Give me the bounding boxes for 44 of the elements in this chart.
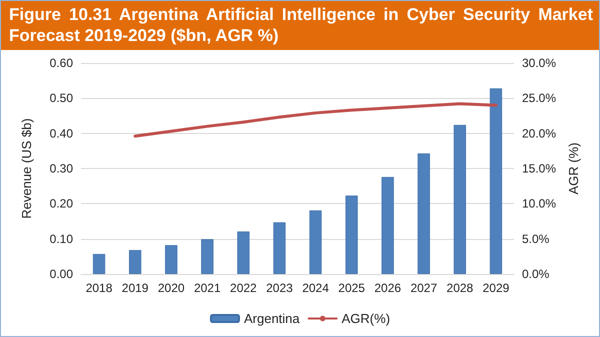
- y-tick-label: 0.20: [50, 196, 74, 211]
- x-tick-label: 2022: [230, 281, 258, 295]
- x-tick-label: 2027: [410, 281, 438, 295]
- y-tick-label: 0.30: [50, 162, 74, 176]
- x-tick-label: 2024: [302, 281, 330, 295]
- y-tick-label: 0.00: [50, 267, 74, 281]
- y2-tick-label: 10.0%: [522, 196, 556, 211]
- y2-tick-label: 20.0%: [522, 126, 556, 140]
- y-tick-label: 0.50: [50, 91, 74, 106]
- bar: [454, 124, 466, 274]
- bar: [201, 239, 214, 274]
- bar: [309, 210, 322, 274]
- x-tick-label: 2020: [158, 281, 185, 295]
- x-tick-label: 2029: [482, 281, 510, 295]
- y2-tick-label: 15.0%: [522, 162, 556, 176]
- legend-label: AGR(%): [342, 311, 390, 326]
- legend-label: Argentina: [244, 311, 300, 326]
- bar: [92, 254, 106, 274]
- x-tick-label: 2028: [446, 281, 474, 295]
- bar: [165, 245, 178, 274]
- bar: [273, 222, 286, 274]
- line-series: [134, 102, 498, 138]
- bar: [345, 196, 358, 274]
- y-tick-label: 0.60: [50, 56, 74, 70]
- bar: [237, 231, 250, 274]
- bar: [490, 88, 502, 274]
- bar: [128, 250, 142, 274]
- y-axis-title: Revenue (US $b): [19, 118, 34, 219]
- y2-tick-label: 5.0%: [522, 232, 550, 246]
- y2-tick-label: 0.0%: [522, 267, 550, 281]
- x-tick-label: 2019: [122, 281, 149, 295]
- y2-axis-title: AGR (%): [566, 142, 581, 194]
- x-tick-label: 2023: [266, 281, 294, 295]
- y-tick-label: 0.40: [50, 126, 74, 140]
- x-tick-label: 2025: [338, 281, 366, 295]
- y-tick-label: 0.10: [50, 232, 74, 246]
- bar: [418, 153, 430, 274]
- x-tick-label: 2021: [194, 281, 221, 295]
- y2-tick-label: 30.0%: [522, 56, 556, 70]
- x-tick-label: 2026: [374, 281, 402, 295]
- y2-tick-label: 25.0%: [522, 91, 556, 106]
- bar: [382, 176, 394, 274]
- chart-title: Figure 10.31 Argentina Artificial Intelligence in Cyber Security Market Forecast 2019-2029 ($bn, AGR %): [1, 1, 599, 50]
- x-tick-label: 2018: [86, 281, 113, 295]
